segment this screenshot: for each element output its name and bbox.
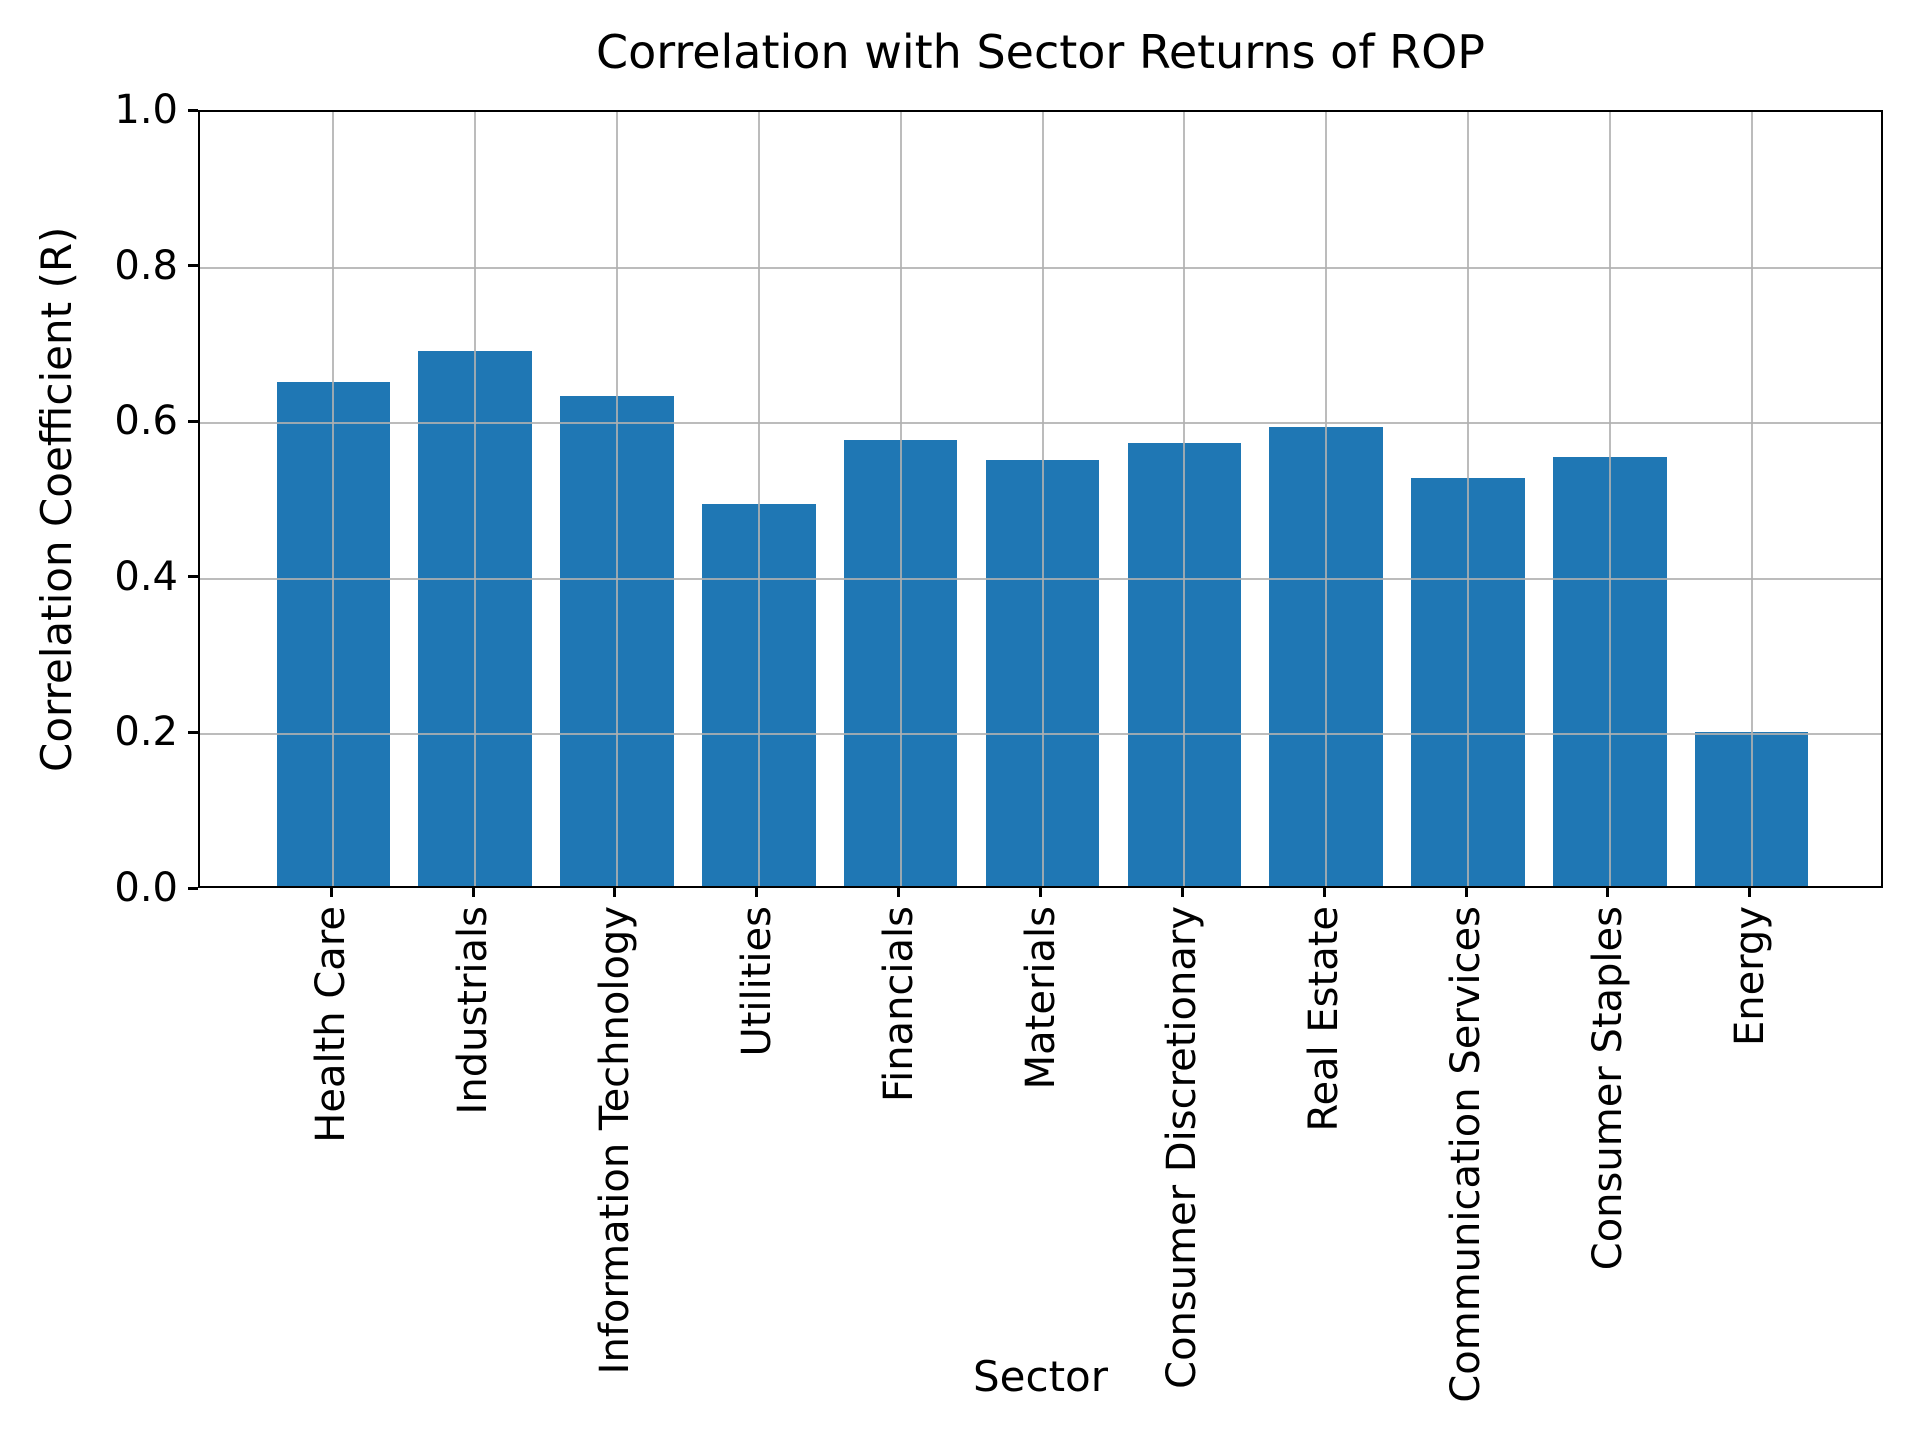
x-gridline [1750, 112, 1753, 886]
x-gridline [1608, 112, 1611, 886]
y-tick-mark [188, 575, 198, 579]
x-tick-mark [471, 888, 475, 897]
y-axis-label: Correlation Coefficient (R) [32, 226, 81, 772]
x-gridline [1183, 112, 1186, 886]
x-gridline [332, 112, 335, 886]
y-gridline [200, 733, 1881, 736]
y-gridline [200, 266, 1881, 269]
x-tick-label: Energy [1726, 906, 1773, 1047]
y-tick-mark [188, 886, 198, 890]
x-tick-label: Communication Services [1443, 906, 1489, 1403]
y-tick-label: 0.2 [114, 709, 178, 756]
x-gridline [615, 112, 618, 886]
x-tick-label: Utilities [733, 906, 780, 1057]
y-tick-label: 0.8 [114, 242, 178, 289]
y-tick-label: 0.0 [114, 865, 178, 911]
x-tick-mark [1606, 888, 1610, 897]
x-gridline [474, 112, 477, 886]
x-tick-label: Information Technology [591, 906, 638, 1375]
x-tick-mark [1322, 888, 1326, 897]
x-tick-mark [1039, 888, 1042, 897]
x-tick-mark [1748, 888, 1752, 897]
y-gridline [200, 577, 1881, 580]
y-tick-mark [188, 108, 198, 112]
y-tick-mark [188, 419, 198, 423]
x-tick-mark [1464, 888, 1468, 897]
x-tick-label: Consumer Staples [1584, 906, 1631, 1271]
y-tick-mark [188, 264, 198, 268]
x-gridline [757, 112, 760, 886]
x-tick-mark [329, 888, 333, 897]
x-tick-label: Real Estate [1301, 906, 1348, 1132]
x-tick-label: Industrials [450, 906, 497, 1115]
x-tick-label: Consumer Discretionary [1159, 906, 1206, 1389]
x-tick-label: Health Care [308, 906, 355, 1143]
chart-title: Correlation with Sector Returns of ROP [595, 25, 1486, 79]
x-tick-mark [613, 888, 617, 897]
x-tick-mark [1180, 888, 1184, 897]
x-tick-mark [897, 888, 901, 897]
y-tick-label: 0.4 [114, 553, 178, 600]
y-tick-mark [188, 730, 198, 734]
x-gridline [1467, 112, 1469, 886]
y-gridline [200, 422, 1881, 425]
x-tick-label: Materials [1017, 906, 1064, 1090]
y-tick-label: 0.6 [114, 398, 178, 445]
x-gridline [1041, 112, 1044, 886]
y-tick-label: 1.0 [114, 87, 178, 133]
x-axis-label: Sector [972, 1352, 1109, 1401]
x-gridline [1325, 112, 1328, 886]
plot-area [198, 110, 1883, 888]
x-tick-mark [755, 888, 759, 897]
x-tick-label: Financials [875, 906, 922, 1102]
x-gridline [899, 112, 902, 886]
